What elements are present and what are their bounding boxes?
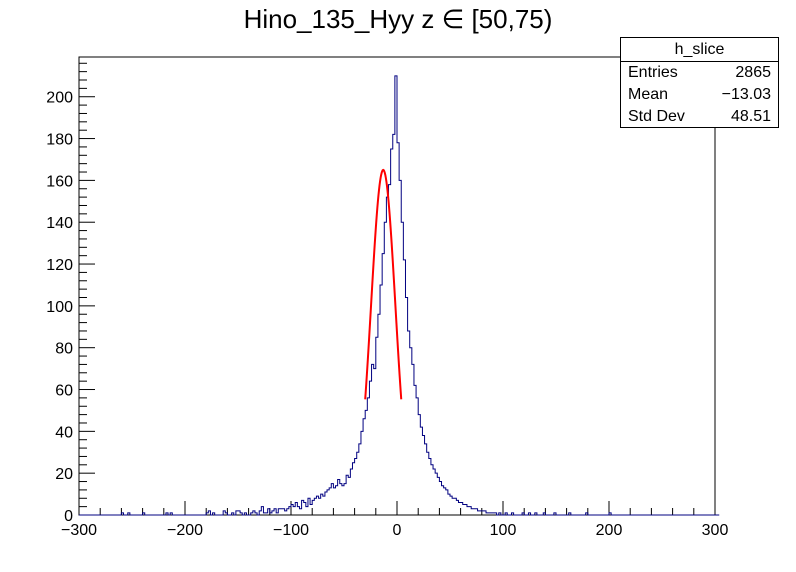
stats-row-entries: Entries 2865 — [621, 62, 778, 84]
stats-value: 48.51 — [730, 108, 771, 125]
stats-row-stddev: Std Dev 48.51 — [621, 106, 778, 128]
y-tick-label: 0 — [64, 508, 73, 525]
y-tick-label: 80 — [55, 341, 73, 358]
x-tick-label: −300 — [61, 522, 97, 539]
stats-box: h_slice Entries 2865 Mean −13.03 Std Dev… — [620, 37, 779, 128]
x-tick-label: 200 — [596, 522, 623, 539]
histogram-series — [79, 75, 720, 516]
y-tick-label: 40 — [55, 424, 73, 441]
y-tick-label: 160 — [46, 173, 73, 190]
fit-curve-series — [364, 168, 403, 400]
y-tick-label: 100 — [46, 299, 73, 316]
stats-label: Mean — [628, 86, 669, 103]
x-tick-label: −100 — [273, 522, 309, 539]
gaussian-fit-curve — [364, 168, 403, 400]
stats-label: Std Dev — [628, 108, 685, 125]
y-tick-label: 20 — [55, 466, 73, 483]
axes: −300 −200 −100 0 100 200 300 0 20 40 60 80 100 120 140… — [46, 56, 729, 539]
x-tick-label: −200 — [167, 522, 203, 539]
histogram-line — [79, 75, 720, 516]
chart-title: Hino_135_Hyy z ∈ [50,75) — [243, 4, 553, 34]
y-tick-label: 60 — [55, 383, 73, 400]
stats-title: h_slice — [621, 38, 778, 62]
x-tick-label: 300 — [702, 522, 729, 539]
y-tick-label: 140 — [46, 215, 73, 232]
x-tick-label: 0 — [393, 522, 402, 539]
y-tick-label: 120 — [46, 257, 73, 274]
stats-value: 2865 — [735, 64, 771, 81]
y-tick-label: 200 — [46, 90, 73, 107]
x-tick-label: 100 — [490, 522, 517, 539]
y-tick-label: 180 — [46, 132, 73, 149]
stats-label: Entries — [628, 64, 678, 81]
stats-value: −13.03 — [721, 86, 771, 103]
stats-row-mean: Mean −13.03 — [621, 84, 778, 106]
